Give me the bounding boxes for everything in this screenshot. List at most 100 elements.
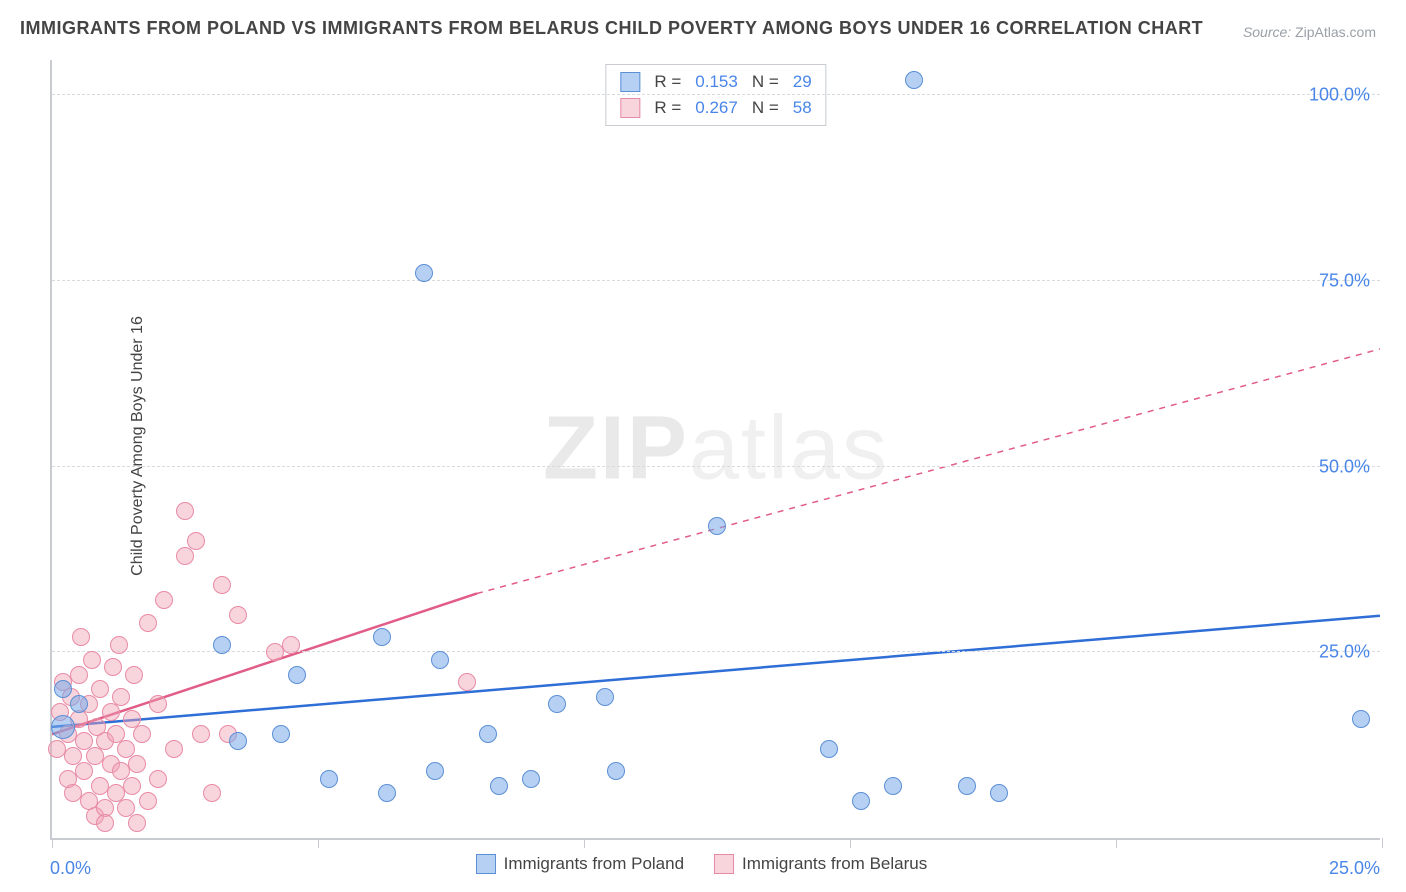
r-value-pink: 0.267 bbox=[695, 95, 738, 121]
plot-area: ZIPatlas R = 0.153 N = 29 R = 0.267 N = … bbox=[50, 60, 1380, 840]
y-tick-label: 25.0% bbox=[1319, 642, 1370, 663]
data-point bbox=[155, 591, 173, 609]
data-point bbox=[213, 636, 231, 654]
data-point bbox=[187, 532, 205, 550]
chart-container: IMMIGRANTS FROM POLAND VS IMMIGRANTS FRO… bbox=[0, 0, 1406, 892]
data-point bbox=[596, 688, 614, 706]
data-point bbox=[112, 688, 130, 706]
data-point bbox=[96, 814, 114, 832]
legend-swatch-pink bbox=[620, 98, 640, 118]
data-point bbox=[165, 740, 183, 758]
legend-swatch-blue bbox=[476, 854, 496, 874]
data-point bbox=[102, 703, 120, 721]
data-point bbox=[272, 725, 290, 743]
chart-title: IMMIGRANTS FROM POLAND VS IMMIGRANTS FRO… bbox=[20, 18, 1203, 39]
stats-legend-row-pink: R = 0.267 N = 58 bbox=[620, 95, 811, 121]
data-point bbox=[415, 264, 433, 282]
data-point bbox=[176, 502, 194, 520]
x-tick bbox=[584, 838, 585, 848]
data-point bbox=[213, 576, 231, 594]
data-point bbox=[548, 695, 566, 713]
data-point bbox=[125, 666, 143, 684]
data-point bbox=[51, 715, 75, 739]
data-point bbox=[54, 680, 72, 698]
gridline bbox=[52, 94, 1380, 95]
data-point bbox=[70, 695, 88, 713]
data-point bbox=[490, 777, 508, 795]
x-tick bbox=[850, 838, 851, 848]
data-point bbox=[852, 792, 870, 810]
data-point bbox=[139, 614, 157, 632]
gridline bbox=[52, 651, 1380, 652]
watermark-part2: atlas bbox=[689, 399, 889, 499]
data-point bbox=[479, 725, 497, 743]
watermark-part1: ZIP bbox=[543, 399, 689, 499]
r-label: R = bbox=[654, 95, 681, 121]
data-point bbox=[133, 725, 151, 743]
trend-line bbox=[477, 349, 1380, 594]
data-point bbox=[1352, 710, 1370, 728]
data-point bbox=[91, 680, 109, 698]
data-point bbox=[192, 725, 210, 743]
series-label-pink: Immigrants from Belarus bbox=[742, 854, 927, 874]
gridline bbox=[52, 466, 1380, 467]
source-attribution: Source: ZipAtlas.com bbox=[1243, 24, 1376, 40]
data-point bbox=[373, 628, 391, 646]
n-value-pink: 58 bbox=[793, 95, 812, 121]
r-label: R = bbox=[654, 69, 681, 95]
n-value-blue: 29 bbox=[793, 69, 812, 95]
data-point bbox=[229, 732, 247, 750]
data-point bbox=[149, 770, 167, 788]
data-point bbox=[522, 770, 540, 788]
data-point bbox=[708, 517, 726, 535]
data-point bbox=[128, 814, 146, 832]
y-tick-label: 75.0% bbox=[1319, 270, 1370, 291]
data-point bbox=[288, 666, 306, 684]
legend-swatch-pink bbox=[714, 854, 734, 874]
n-label: N = bbox=[752, 95, 779, 121]
x-tick bbox=[1382, 838, 1383, 848]
data-point bbox=[378, 784, 396, 802]
data-point bbox=[431, 651, 449, 669]
x-tick bbox=[1116, 838, 1117, 848]
data-point bbox=[128, 755, 146, 773]
series-label-blue: Immigrants from Poland bbox=[504, 854, 684, 874]
n-label: N = bbox=[752, 69, 779, 95]
data-point bbox=[958, 777, 976, 795]
data-point bbox=[203, 784, 221, 802]
data-point bbox=[149, 695, 167, 713]
data-point bbox=[70, 666, 88, 684]
stats-legend-row-blue: R = 0.153 N = 29 bbox=[620, 69, 811, 95]
data-point bbox=[320, 770, 338, 788]
data-point bbox=[123, 777, 141, 795]
watermark: ZIPatlas bbox=[543, 398, 889, 501]
data-point bbox=[426, 762, 444, 780]
data-point bbox=[104, 658, 122, 676]
data-point bbox=[282, 636, 300, 654]
legend-swatch-blue bbox=[620, 72, 640, 92]
r-value-blue: 0.153 bbox=[695, 69, 738, 95]
data-point bbox=[83, 651, 101, 669]
data-point bbox=[176, 547, 194, 565]
data-point bbox=[139, 792, 157, 810]
data-point bbox=[458, 673, 476, 691]
data-point bbox=[905, 71, 923, 89]
x-tick-label: 0.0% bbox=[50, 858, 91, 879]
data-point bbox=[607, 762, 625, 780]
source-name: ZipAtlas.com bbox=[1295, 24, 1376, 40]
x-tick-label: 25.0% bbox=[1329, 858, 1380, 879]
trend-lines-svg bbox=[52, 60, 1380, 838]
data-point bbox=[229, 606, 247, 624]
series-legend-item-blue: Immigrants from Poland bbox=[476, 854, 684, 874]
y-tick-label: 50.0% bbox=[1319, 456, 1370, 477]
data-point bbox=[72, 628, 90, 646]
trend-line bbox=[52, 616, 1380, 727]
x-tick bbox=[318, 838, 319, 848]
data-point bbox=[75, 762, 93, 780]
gridline bbox=[52, 280, 1380, 281]
data-point bbox=[820, 740, 838, 758]
data-point bbox=[110, 636, 128, 654]
y-tick-label: 100.0% bbox=[1309, 85, 1370, 106]
data-point bbox=[884, 777, 902, 795]
series-legend: Immigrants from Poland Immigrants from B… bbox=[476, 854, 928, 874]
